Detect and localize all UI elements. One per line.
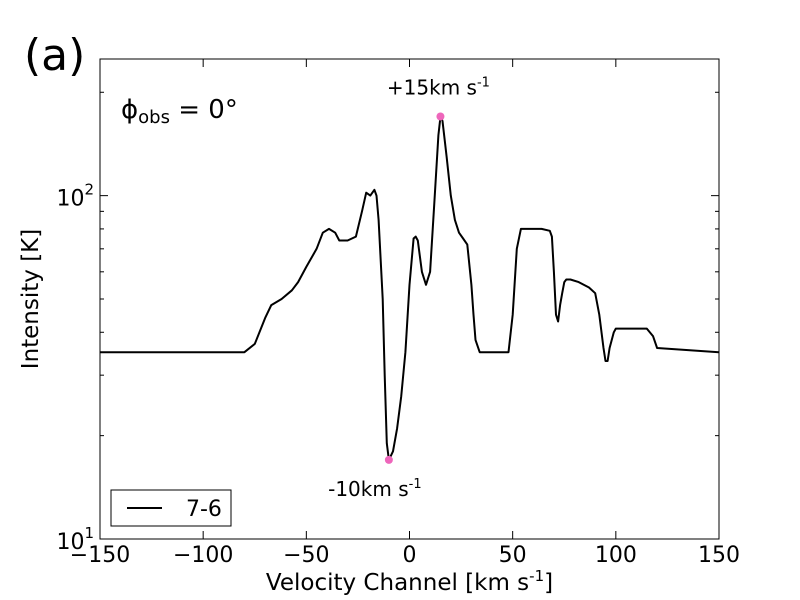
x-tick-label: 50	[499, 543, 527, 568]
x-tick-label: −100	[173, 543, 233, 568]
y-tick-label: 101	[56, 524, 94, 555]
axes	[99, 58, 720, 540]
trough-annotation: -10km s-1	[328, 477, 421, 501]
x-tick-label: −50	[283, 543, 329, 568]
x-axis-label: Velocity Channel [km s-1]	[266, 567, 553, 596]
x-tick-label: 150	[698, 543, 740, 568]
peak-marker	[436, 112, 445, 121]
y-axis-label: Intensity [K]	[18, 229, 44, 369]
marker-layer	[384, 112, 445, 464]
text-layer: −150 −100 −50 0 50 100 150 101 102 +15km s-1 -10km…	[18, 76, 740, 596]
legend-label: 7-6	[186, 497, 222, 522]
trough-marker	[384, 455, 393, 464]
x-tick-label: −150	[70, 543, 130, 568]
x-tick-label: 0	[403, 543, 417, 568]
x-tick-label: 100	[595, 543, 637, 568]
series-line	[100, 115, 719, 461]
y-tick-label: 102	[56, 181, 94, 212]
peak-annotation: +15km s-1	[387, 76, 490, 100]
panel-label: (a)	[24, 30, 86, 81]
phi-label: ϕobs = 0°	[121, 95, 238, 128]
series-layer	[100, 115, 719, 461]
